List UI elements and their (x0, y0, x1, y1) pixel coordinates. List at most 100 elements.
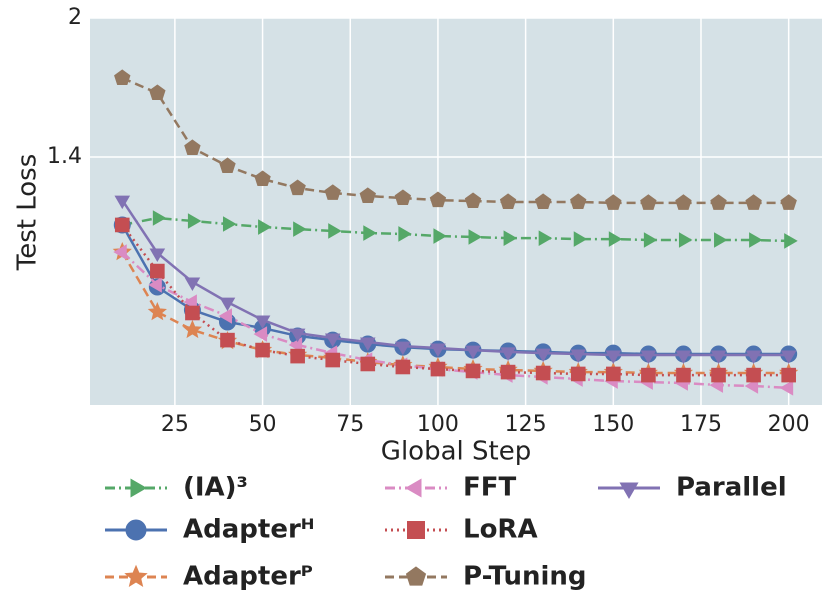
data-point (430, 343, 446, 357)
series-line (122, 216, 789, 243)
data-point (640, 350, 657, 364)
data-point (147, 301, 167, 321)
legend-marker (405, 566, 427, 586)
data-point (185, 305, 200, 321)
x-axis-label: Global Step (381, 437, 531, 467)
data-point (394, 189, 412, 206)
data-point (114, 217, 130, 233)
data-point (784, 233, 798, 249)
data-point (675, 350, 692, 364)
x-tick-label: 150 (592, 412, 634, 437)
data-point (222, 216, 237, 232)
data-point (324, 184, 341, 200)
data-point (640, 194, 657, 210)
data-point (218, 308, 232, 324)
series-line (121, 199, 789, 357)
data-point (745, 194, 762, 210)
legend-label: Adapterᴾ (183, 562, 313, 592)
x-tick-label: 125 (505, 412, 547, 437)
data-point (184, 277, 201, 291)
data-point (395, 341, 411, 356)
data-point (744, 378, 759, 394)
data-point (398, 226, 412, 242)
data-point (749, 232, 763, 248)
data-point (573, 231, 588, 247)
data-point (710, 194, 727, 210)
data-point (433, 228, 447, 244)
legend-label: P-Tuning (463, 562, 587, 592)
data-point (780, 194, 797, 210)
data-point (253, 326, 268, 342)
y-tick-label: 1.4 (47, 144, 82, 169)
data-point (395, 359, 411, 375)
data-point (254, 315, 271, 329)
data-point (429, 191, 447, 208)
data-point (641, 367, 656, 383)
data-point (114, 195, 131, 210)
data-point (360, 356, 376, 372)
data-point (745, 350, 762, 364)
legend-marker (124, 564, 148, 587)
legend-item: FFT (385, 473, 517, 503)
y-axis-label: Test Loss (13, 154, 43, 272)
data-point (606, 366, 621, 382)
data-point (780, 350, 797, 364)
data-point (220, 332, 235, 348)
data-point (290, 348, 305, 364)
data-point (500, 364, 516, 380)
data-point (465, 345, 481, 360)
legend-label: LoRA (463, 515, 538, 545)
data-point (781, 367, 796, 383)
legend-marker (125, 519, 147, 541)
data-point (183, 294, 197, 310)
data-point (150, 263, 165, 279)
legend-marker (619, 482, 639, 499)
plot-area (90, 18, 822, 405)
data-point (325, 352, 341, 368)
data-point (678, 232, 693, 248)
data-point (779, 380, 794, 396)
legend-marker (404, 478, 422, 498)
data-point (714, 232, 728, 248)
data-point (113, 244, 127, 260)
legend-label: FFT (463, 473, 517, 503)
x-tick-label: 100 (417, 412, 459, 437)
data-point (289, 179, 306, 196)
data-point (258, 219, 272, 235)
data-point (255, 342, 270, 358)
y-tick-label: 2 (68, 5, 82, 30)
x-tick-label: 200 (768, 412, 810, 437)
data-point (293, 221, 307, 237)
legend-label: (IA)³ (183, 473, 248, 503)
data-point (643, 232, 658, 248)
data-point (605, 194, 622, 210)
data-point (149, 84, 166, 101)
data-point (468, 229, 483, 245)
data-point (430, 361, 446, 377)
legend-marker (130, 478, 148, 498)
data-point (187, 213, 202, 229)
data-point (570, 349, 587, 364)
x-tick-label: 175 (680, 412, 722, 437)
data-point (114, 69, 131, 85)
data-point (359, 187, 376, 203)
data-point (608, 231, 623, 247)
data-point (219, 157, 236, 174)
data-point (534, 193, 552, 209)
data-point (148, 277, 162, 293)
legend-item: LoRA (385, 515, 538, 545)
data-point (710, 350, 727, 364)
data-point (499, 193, 517, 209)
data-point (605, 350, 622, 364)
data-point (328, 223, 342, 239)
legend-item: Parallel (598, 473, 787, 503)
data-point (289, 328, 306, 343)
legend-item: Adapterᴾ (105, 562, 313, 592)
x-tick-label: 75 (336, 412, 364, 437)
data-point (219, 297, 236, 312)
data-point (535, 365, 551, 381)
x-tick-label: 25 (161, 412, 189, 437)
data-point (535, 348, 551, 363)
data-point (149, 248, 166, 262)
